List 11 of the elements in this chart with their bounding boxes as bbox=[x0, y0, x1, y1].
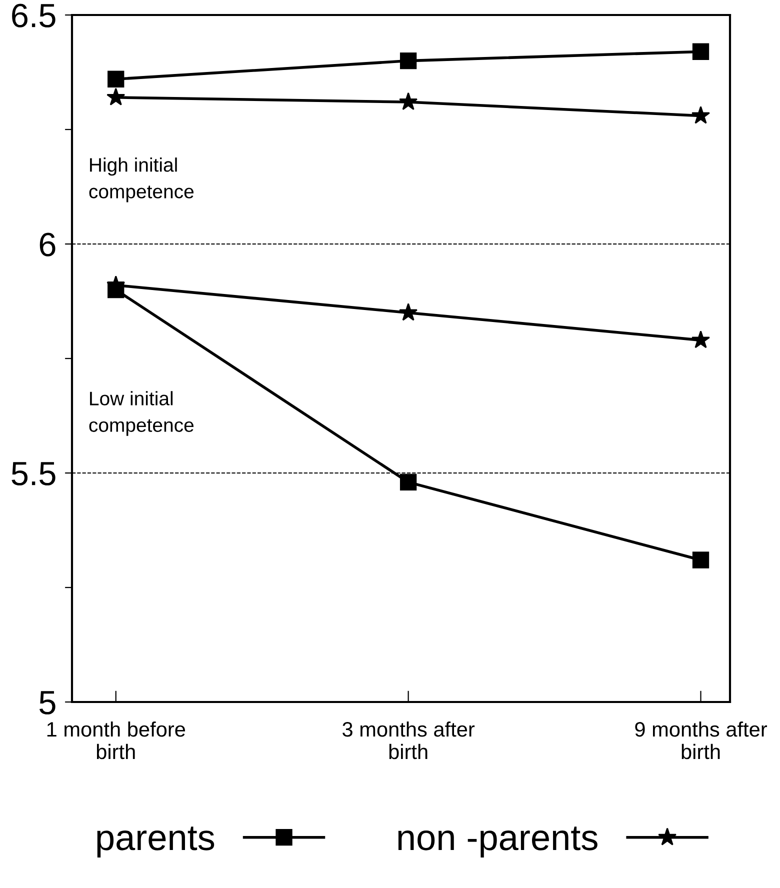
x-tick-label: 3 months after birth bbox=[342, 721, 475, 760]
y-tick-label: 5 bbox=[40, 691, 56, 714]
legend-label: parents bbox=[97, 826, 214, 858]
annotation: Low initial competence bbox=[89, 391, 194, 436]
x-tick-label: 9 months after birth bbox=[635, 721, 767, 760]
y-tick-label: 6.5 bbox=[12, 4, 56, 28]
legend-label: non -parents bbox=[398, 826, 598, 858]
y-tick-label: 5.5 bbox=[12, 462, 56, 486]
annotation: High initial competence bbox=[89, 158, 194, 202]
x-tick-label: 1 month before birth bbox=[47, 721, 186, 760]
y-tick-label: 6 bbox=[40, 232, 56, 256]
